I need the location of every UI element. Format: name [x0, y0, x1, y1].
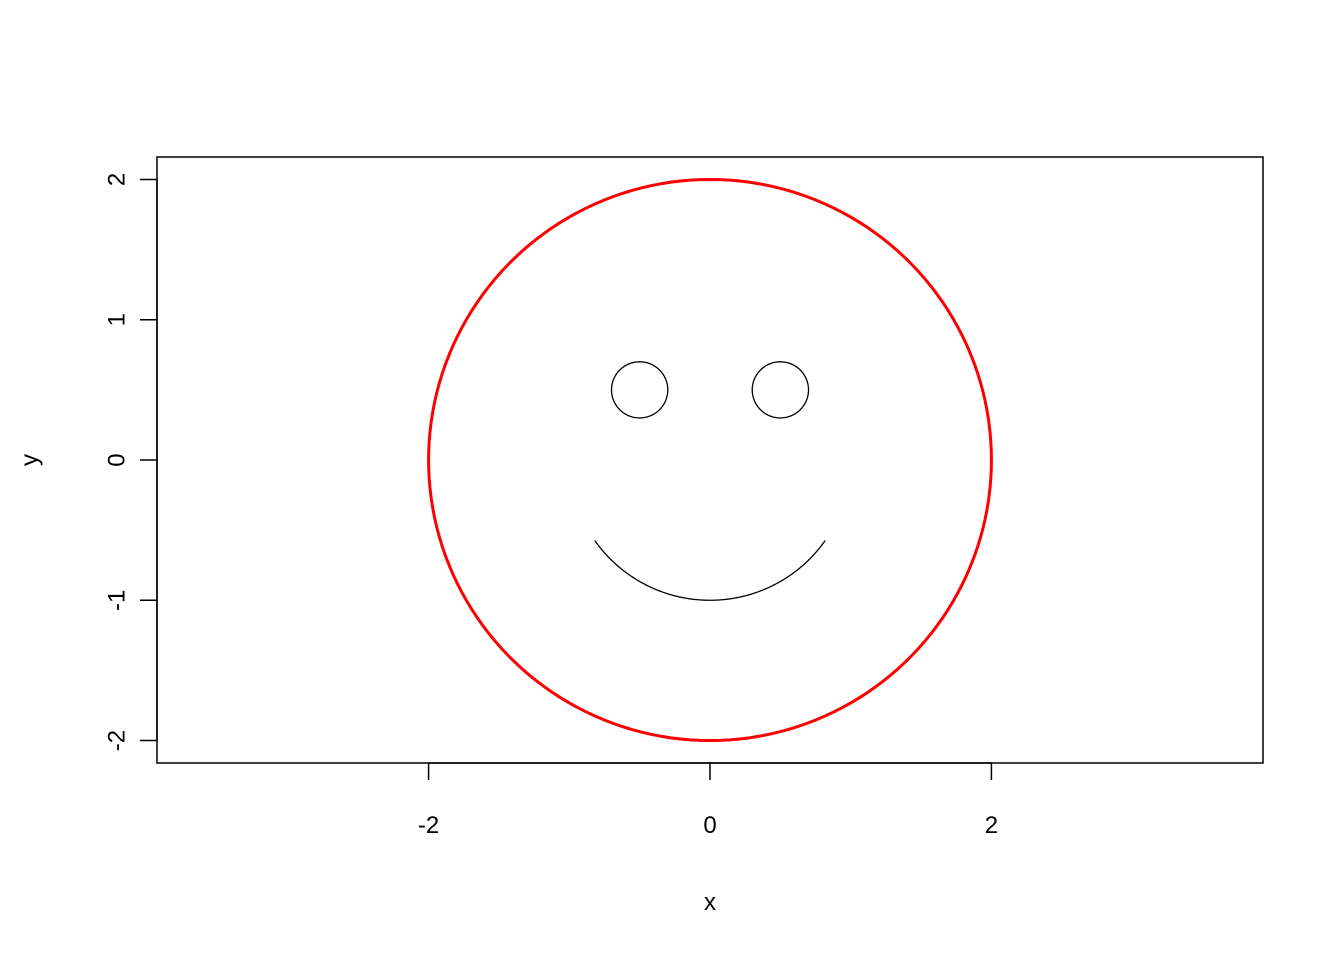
x-axis-title: x: [704, 889, 716, 916]
mouth-arc: [594, 540, 826, 601]
y-axis-title: y: [17, 454, 44, 466]
x-tick-label: 2: [985, 812, 998, 839]
y-tick-label: 2: [104, 173, 131, 186]
y-axis: -2 -1 0 1 2: [104, 173, 158, 751]
left-eye-circle: [610, 361, 669, 419]
x-tick-label: 0: [703, 812, 716, 839]
face-outline-circle: [427, 177, 993, 743]
plot-frame: [156, 156, 1264, 764]
y-tick-label: -1: [104, 590, 131, 611]
y-tick-label: 1: [104, 313, 131, 326]
series-layer: [427, 177, 993, 743]
x-tick-label: -2: [418, 812, 439, 839]
y-tick-label: 0: [104, 453, 131, 466]
x-axis: -2 0 2: [418, 762, 998, 839]
y-tick-label: -2: [104, 730, 131, 751]
right-eye-circle: [751, 361, 810, 419]
